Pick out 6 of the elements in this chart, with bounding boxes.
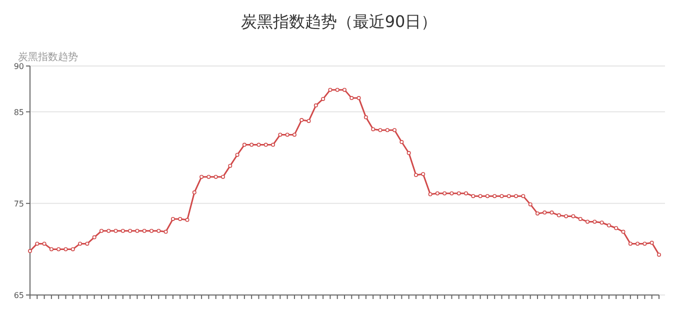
y-tick-label: 75 [14,199,24,208]
y-axis-title: 炭黑指数趋势 [18,51,78,63]
y-tick-label: 85 [14,108,24,117]
y-tick-label: 65 [14,291,24,300]
y-tick-label: 90 [14,62,24,71]
chart-title: 炭黑指数趋势（最近90日） [240,12,438,31]
